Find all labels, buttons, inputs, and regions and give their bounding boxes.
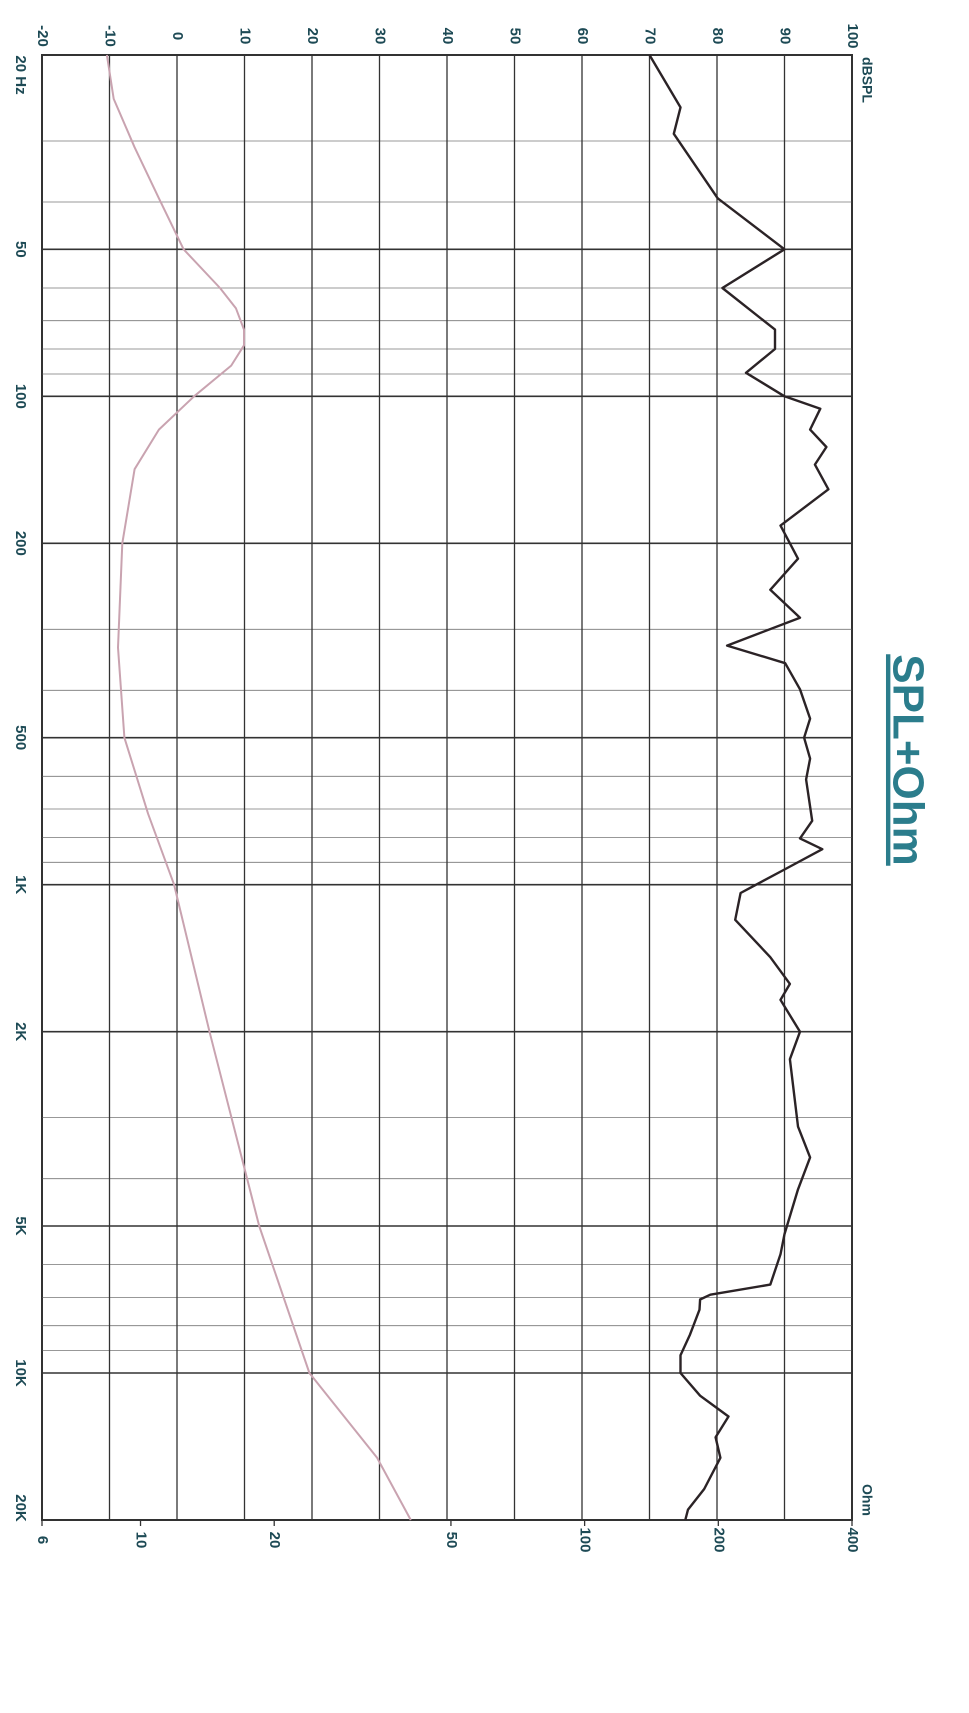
y-tick-label: 90 [777, 28, 794, 45]
x-tick-label: 10K [12, 1359, 29, 1387]
series-line [648, 54, 830, 1521]
x-tick-label: 20K [12, 1494, 29, 1522]
y-tick-label: 20 [304, 28, 321, 45]
y2-tick-label: 20 [266, 1532, 283, 1549]
y-tick-label: 0 [169, 32, 186, 40]
y-tick-label: 100 [844, 23, 861, 48]
y-tick-label: 50 [507, 28, 524, 45]
x-tick-label: 500 [12, 725, 29, 750]
y-tick-label: -10 [102, 25, 119, 47]
y2-axis-label: Ohm [859, 1484, 875, 1516]
y2-tick-label: 400 [844, 1527, 861, 1552]
y-tick-label: 40 [439, 28, 456, 45]
y2-tick-label: 200 [710, 1527, 727, 1552]
x-tick-label: 1K [12, 875, 29, 894]
x-tick-label: 20 Hz [12, 55, 29, 94]
y-tick-label: -20 [34, 25, 51, 47]
y2-tick-label: 10 [133, 1532, 150, 1549]
x-tick-label: 2K [12, 1022, 29, 1041]
chart-title: SPL+Ohm [883, 654, 932, 866]
series-line [105, 54, 412, 1521]
y-axis-label: dBSPL [859, 57, 875, 103]
x-tick-label: 200 [12, 531, 29, 556]
y-tick-label: 80 [709, 28, 726, 45]
x-tick-label: 100 [12, 384, 29, 409]
x-tick-label: 5K [12, 1216, 29, 1235]
x-tick-label: 50 [12, 241, 29, 258]
y-tick-label: 60 [574, 28, 591, 45]
y2-tick-label: 100 [577, 1527, 594, 1552]
y-tick-label: 30 [372, 28, 389, 45]
y-tick-label: 10 [237, 28, 254, 45]
y2-tick-label: 50 [443, 1532, 460, 1549]
y-tick-label: 70 [642, 28, 659, 45]
y2-tick-label: 6 [34, 1536, 51, 1544]
